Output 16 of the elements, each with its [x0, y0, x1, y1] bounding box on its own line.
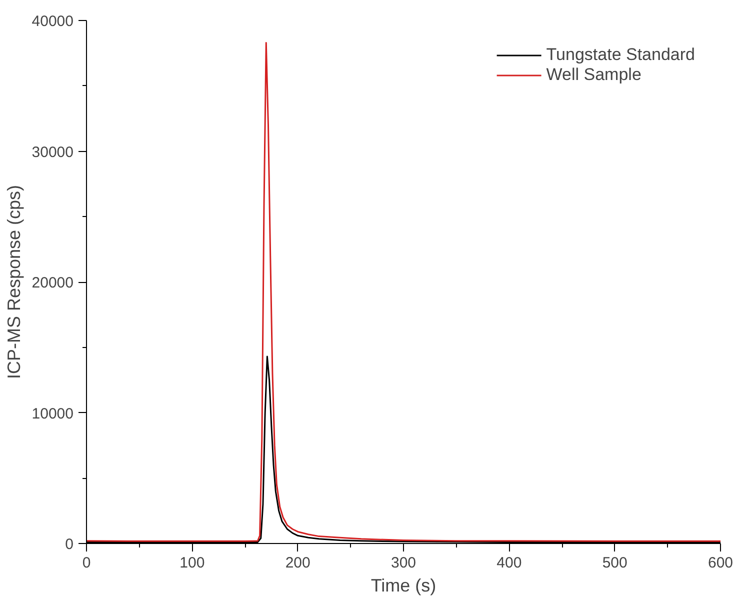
x-tick-label: 600 — [708, 554, 734, 572]
legend-label: Tungstate Standard — [546, 45, 695, 65]
y-tick-label: 40000 — [32, 13, 74, 30]
y-axis-title: ICP-MS Response (cps) — [4, 184, 24, 380]
y-tick-label: 10000 — [32, 405, 74, 422]
x-tick-label: 200 — [285, 554, 310, 572]
x-tick-label: 500 — [602, 554, 628, 572]
y-tick-label: 20000 — [32, 274, 74, 292]
x-tick-label: 400 — [496, 554, 522, 572]
legend-label: Well Sample — [546, 65, 642, 85]
y-tick-label: 0 — [65, 536, 74, 553]
x-axis-title: Time (s) — [370, 576, 436, 596]
x-tick-label: 0 — [82, 554, 91, 572]
x-tick-label: 100 — [180, 554, 205, 572]
y-tick-label: 30000 — [32, 144, 74, 161]
x-tick-label: 300 — [390, 554, 416, 572]
